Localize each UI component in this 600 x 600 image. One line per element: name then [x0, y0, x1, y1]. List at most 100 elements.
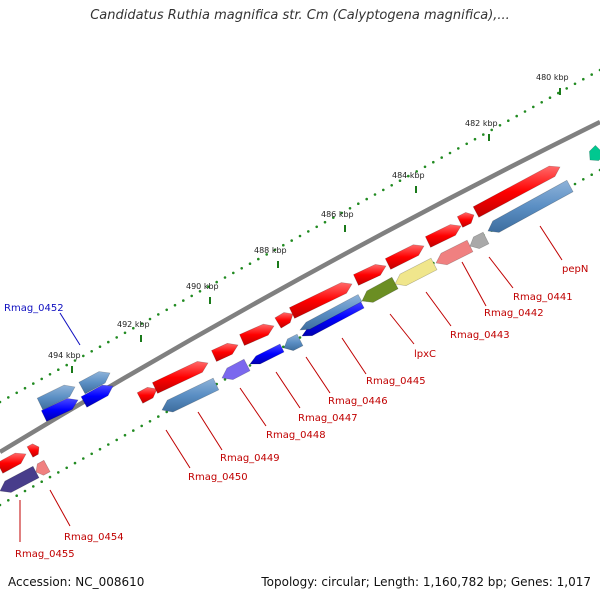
- ruler-dot: [482, 133, 485, 136]
- inner-ruler-dot: [57, 471, 60, 474]
- ruler-dot: [265, 253, 269, 256]
- gene-label: Rmag_0445: [366, 376, 426, 387]
- ruler-dot: [373, 193, 377, 196]
- ruler-dot: [198, 290, 202, 293]
- ruler-dot: [282, 243, 285, 247]
- tick-label: 486 kbp: [321, 210, 354, 219]
- reverse-gene-arrow: [0, 465, 40, 493]
- genome-summary-text: Topology: circular; Length: 1,160,782 bp…: [261, 575, 591, 589]
- ruler-dot: [432, 160, 435, 164]
- gene-label: Rmag_0441: [513, 292, 573, 303]
- reverse-gene-arrow: [487, 179, 574, 233]
- ruler-dot: [107, 340, 110, 344]
- ruler-dot: [232, 271, 235, 275]
- ruler-dot: [507, 119, 510, 122]
- reverse-gene-arrow: [435, 239, 474, 266]
- leader-line: [275, 371, 301, 409]
- ruler-dot: [90, 350, 93, 353]
- inner-ruler-dot: [282, 345, 285, 349]
- ruler-dot: [340, 211, 344, 215]
- ruler-dot: [415, 170, 419, 173]
- ruler-dot: [140, 322, 143, 325]
- ruler-dot: [23, 386, 27, 390]
- ruler-dot: [382, 188, 385, 192]
- ruler-dot: [165, 308, 168, 312]
- ruler-dot: [548, 96, 552, 99]
- inner-ruler-dot: [15, 494, 18, 498]
- gene-label: lpxC: [414, 349, 436, 360]
- gene-arrow: [78, 371, 111, 395]
- ruler-dot: [523, 110, 527, 113]
- leader-line: [488, 256, 514, 289]
- ruler-dot: [123, 331, 127, 335]
- reverse-gene-arrow: [80, 384, 114, 408]
- ruler-dot: [423, 165, 427, 169]
- gene-label: Rmag_0454: [64, 532, 124, 543]
- ruler-dot: [73, 359, 77, 362]
- inner-ruler-dot: [248, 364, 252, 367]
- gene-label: Rmag_0446: [328, 396, 388, 407]
- forward-gene-arrow: [26, 443, 40, 458]
- ruler-dot: [132, 326, 135, 330]
- inner-ruler-dot: [582, 178, 585, 181]
- ruler-dot: [248, 262, 252, 266]
- tick-label: 494 kbp: [48, 351, 81, 360]
- inner-ruler-dot: [0, 503, 2, 507]
- leader-line: [539, 225, 563, 261]
- ruler-dot: [223, 276, 227, 279]
- ruler-dot: [273, 248, 277, 252]
- leader-line: [165, 429, 191, 469]
- inner-ruler-dot: [132, 429, 135, 432]
- ruler-dot: [582, 77, 585, 81]
- inner-ruler-dot: [107, 443, 110, 446]
- inner-ruler-dot: [65, 466, 68, 470]
- leader-line: [389, 313, 415, 345]
- tick-label: 488 kbp: [254, 246, 287, 255]
- ruler-dot: [390, 184, 394, 187]
- ruler-dot: [348, 207, 352, 210]
- inner-ruler-dot: [148, 420, 152, 423]
- reverse-gene-arrow: [361, 276, 399, 303]
- ruler-dot: [215, 280, 218, 284]
- ruler-dot: [257, 257, 260, 261]
- ruler-dot: [82, 354, 85, 358]
- ruler-dot: [448, 151, 452, 155]
- ruler-dot: [240, 267, 243, 270]
- leader-line: [341, 337, 367, 375]
- ruler-dot: [365, 197, 369, 201]
- ruler-dot: [0, 400, 2, 404]
- inner-ruler-dot: [90, 452, 93, 456]
- ruler-dot: [407, 174, 410, 178]
- reverse-gene-arrow: [161, 377, 220, 413]
- inner-ruler-dot: [165, 410, 168, 414]
- inner-ruler-dot: [7, 499, 10, 502]
- reverse-gene-arrow: [35, 459, 51, 476]
- forward-gene-arrow: [456, 212, 475, 228]
- ruler-dot: [182, 299, 185, 302]
- tick-label: 490 kbp: [186, 282, 219, 291]
- inner-ruler-dot: [573, 182, 577, 186]
- ruler-dot: [557, 91, 560, 95]
- gene-label: Rmag_0447: [298, 413, 358, 424]
- inner-ruler-dot: [223, 378, 227, 381]
- ruler-dot: [307, 230, 310, 233]
- inner-ruler-dot: [140, 424, 143, 428]
- ruler-dot: [40, 377, 43, 381]
- forward-gene-arrow: [151, 361, 209, 394]
- ruler-dot: [515, 114, 518, 118]
- ruler-dot: [573, 82, 577, 86]
- ruler-dot: [323, 220, 327, 224]
- inner-ruler-dot: [298, 336, 302, 339]
- ruler-dot: [490, 128, 494, 132]
- gene-label: Rmag_0455: [15, 549, 75, 560]
- reverse-gene-arrow: [589, 144, 600, 161]
- leader-line: [239, 387, 267, 427]
- ruler-dot: [565, 87, 568, 90]
- ruler-dot: [32, 382, 35, 385]
- gene-label: pepN: [562, 264, 588, 275]
- tick-label: 484 kbp: [392, 171, 425, 180]
- leader-line: [59, 312, 81, 346]
- ruler-dot: [298, 234, 302, 238]
- gene-label: Rmag_0442: [484, 308, 544, 319]
